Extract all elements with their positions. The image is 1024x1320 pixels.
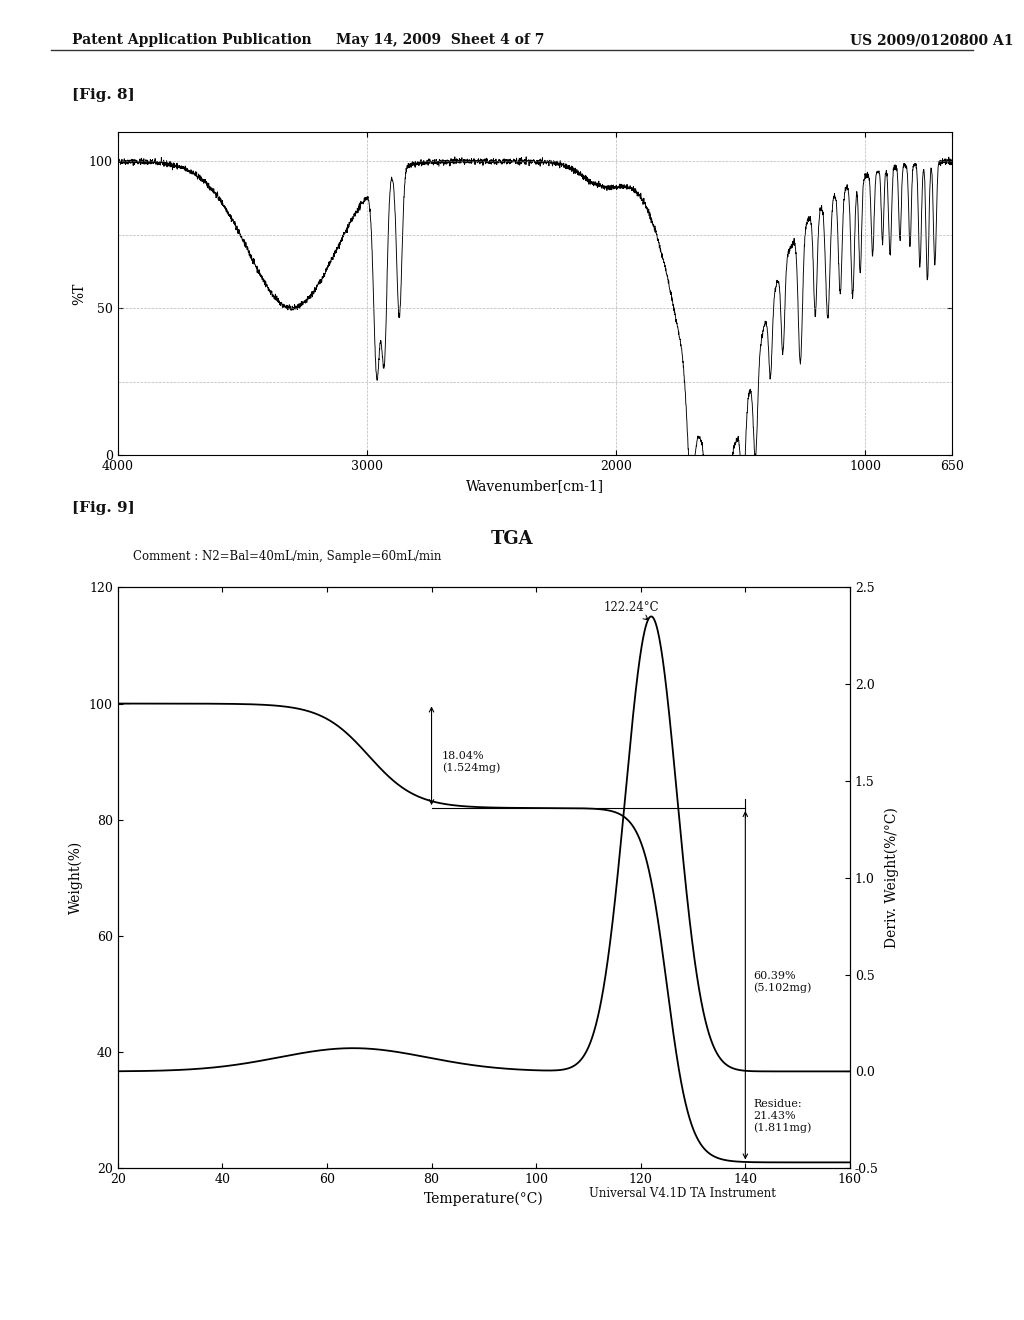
Text: [Fig. 9]: [Fig. 9] (72, 502, 134, 515)
Text: Patent Application Publication: Patent Application Publication (72, 33, 311, 48)
Text: 122.24°C: 122.24°C (604, 601, 659, 620)
Y-axis label: %T: %T (72, 282, 86, 305)
Text: 18.04%
(1.524mg): 18.04% (1.524mg) (442, 751, 501, 772)
X-axis label: Temperature(°C): Temperature(°C) (424, 1192, 544, 1206)
Text: [Fig. 8]: [Fig. 8] (72, 88, 134, 102)
Text: US 2009/0120800 A1: US 2009/0120800 A1 (850, 33, 1014, 48)
Text: Residue:
21.43%
(1.811mg): Residue: 21.43% (1.811mg) (754, 1100, 812, 1134)
Y-axis label: Deriv. Weight(%/°C): Deriv. Weight(%/°C) (884, 808, 899, 948)
Y-axis label: Weight(%): Weight(%) (69, 841, 83, 915)
Text: TGA: TGA (490, 529, 534, 548)
X-axis label: Wavenumber[cm-1]: Wavenumber[cm-1] (466, 479, 604, 492)
Text: May 14, 2009  Sheet 4 of 7: May 14, 2009 Sheet 4 of 7 (336, 33, 545, 48)
Text: 60.39%
(5.102mg): 60.39% (5.102mg) (754, 972, 812, 994)
Text: Universal V4.1D TA Instrument: Universal V4.1D TA Instrument (589, 1187, 775, 1200)
Text: Comment : N2=Bal=40mL/min, Sample=60mL/min: Comment : N2=Bal=40mL/min, Sample=60mL/m… (133, 549, 441, 562)
